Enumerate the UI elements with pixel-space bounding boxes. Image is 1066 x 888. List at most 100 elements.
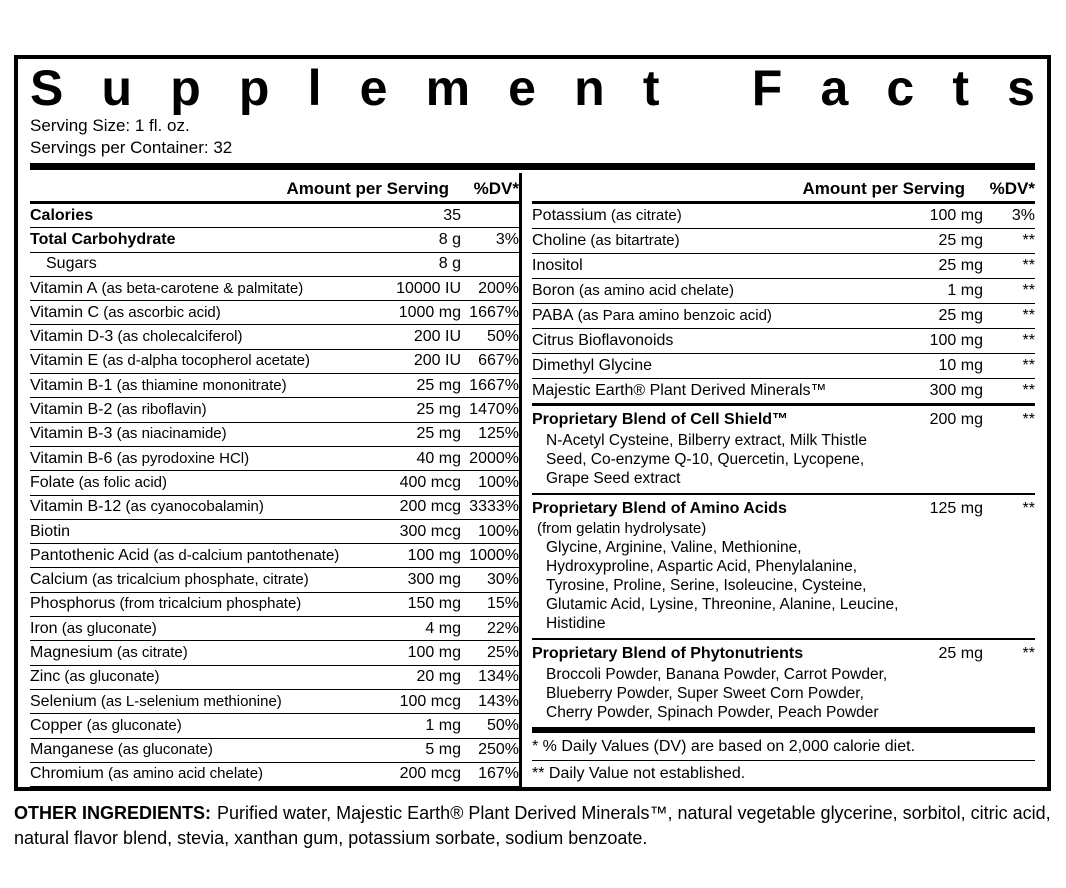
right-column-header: Amount per Serving %DV*	[532, 173, 1035, 204]
serving-size-line: Serving Size: 1 fl. oz.	[30, 116, 190, 135]
nutrient-amount: 8 g	[438, 255, 461, 273]
other-ingredients-label: OTHER INGREDIENTS:	[14, 803, 212, 823]
nutrient-row: Zinc (as gluconate) 20 mg 134%	[30, 666, 519, 690]
nutrient-row: PABA (as Para amino benzoic acid) 25 mg **	[532, 304, 1035, 329]
nutrient-row: Selenium (as L-selenium methionine) 100 m…	[30, 690, 519, 715]
title-letter: p	[238, 61, 270, 115]
nutrient-row: Chromium (as amino acid chelate) 200 mcg 1…	[30, 763, 519, 788]
nutrient-row: Magnesium (as citrate) 100 mg 25%	[30, 641, 519, 666]
nutrient-amount: 25 mg	[938, 307, 983, 324]
servings-per-container-line: Servings per Container: 32	[30, 138, 233, 157]
blend-name: Proprietary Blend of Cell Shield™	[532, 411, 789, 428]
proprietary-blend-section: Proprietary Blend of Phytonutrients 25 mg…	[532, 638, 1035, 727]
nutrient-amount: 1 mg	[425, 716, 461, 734]
nutrient-name: Vitamin C (as ascorbic acid)	[30, 303, 221, 321]
nutrient-detail: (as cholecalciferol)	[113, 328, 243, 346]
title-letter: F	[751, 61, 783, 115]
nutrient-dv: 1667%	[469, 303, 519, 321]
nutrient-row: Iron (as gluconate) 4 mg 22%	[30, 617, 519, 642]
nutrient-amount: 200 IU	[413, 352, 461, 370]
nutrient-detail: (as L-selenium methionine)	[96, 692, 282, 710]
nutrient-amount: 25 mg	[416, 376, 461, 394]
nutrient-dv: **	[1022, 257, 1035, 274]
title-letter: u	[101, 61, 133, 115]
nutrient-dv: 125%	[478, 425, 519, 443]
nutrient-detail: (as riboflavin)	[112, 401, 207, 419]
nutrient-amount: 100 mcg	[399, 692, 461, 710]
nutrient-detail: (as gluconate)	[57, 619, 157, 637]
blend-name: Proprietary Blend of Phytonutrients	[532, 645, 804, 662]
nutrient-name: Selenium (as L-selenium methionine)	[30, 692, 282, 710]
nutrient-amount: 150 mg	[407, 595, 461, 613]
nutrient-name: Dimethyl Glycine	[532, 357, 653, 374]
nutrient-amount: 10000 IU	[396, 279, 461, 297]
nutrient-name: Zinc (as gluconate)	[30, 668, 160, 686]
nutrient-name: Iron (as gluconate)	[30, 619, 157, 637]
nutrient-dv: **	[1022, 332, 1035, 349]
nutrient-detail: (as bitartrate)	[586, 232, 680, 249]
blend-name: Proprietary Blend of Amino Acids	[532, 500, 787, 517]
nutrient-detail: (as cyanocobalamin)	[121, 498, 264, 516]
nutrient-amount: 8 g	[438, 230, 461, 248]
nutrient-name: Vitamin B-2 (as riboflavin)	[30, 401, 207, 419]
nutrient-detail: (as beta-carotene & palmitate)	[97, 279, 304, 297]
nutrient-amount: 100 mg	[929, 332, 983, 349]
right-rows: Potassium (as citrate) 100 mg 3% Choline (a…	[532, 204, 1035, 404]
dv-header: %DV*	[473, 179, 519, 198]
nutrient-amount: 25 mg	[938, 257, 983, 274]
nutrient-row: Vitamin B-12 (as cyanocobalamin) 200 mcg 3…	[30, 496, 519, 520]
nutrient-name: Chromium (as amino acid chelate)	[30, 765, 264, 783]
nutrient-amount: 25 mg	[416, 401, 461, 419]
nutrient-amount: 100 mg	[929, 207, 983, 224]
nutrient-detail: (as d-calcium pantothenate)	[149, 546, 340, 564]
nutrient-row: Sugars 8 g	[30, 253, 519, 277]
title-letter: p	[170, 61, 201, 115]
nutrient-row: Folate (as folic acid) 400 mcg 100%	[30, 471, 519, 496]
nutrient-amount: 25 mg	[416, 425, 461, 443]
nutrient-row: Choline (as bitartrate) 25 mg **	[532, 229, 1035, 254]
title-letter: t	[952, 61, 969, 115]
nutrient-amount: 20 mg	[416, 668, 461, 686]
footnote: ** Daily Value not established.	[532, 765, 746, 782]
nutrient-amount: 200 mcg	[399, 498, 461, 516]
title-letter: e	[359, 61, 388, 115]
nutrient-name: Vitamin B-1 (as thiamine mononitrate)	[30, 376, 287, 394]
blend-ingredients: Broccoli Powder, Banana Powder, Carrot P…	[546, 666, 888, 721]
nutrient-dv: 3%	[495, 230, 519, 248]
nutrient-name: Boron (as amino acid chelate)	[532, 282, 734, 299]
nutrient-dv: 1667%	[469, 376, 519, 394]
nutrient-dv: **	[1022, 382, 1035, 399]
nutrient-dv: 250%	[478, 741, 519, 759]
footnote-divider-bar	[532, 727, 1035, 733]
nutrient-name: Vitamin B-3 (as niacinamide)	[30, 425, 227, 443]
nutrient-name: Potassium (as citrate)	[532, 207, 682, 224]
nutrient-name: Manganese (as gluconate)	[30, 741, 213, 759]
nutrient-detail: (as d-alpha tocopherol acetate)	[98, 352, 310, 370]
nutrient-row: Potassium (as citrate) 100 mg 3%	[532, 204, 1035, 229]
title-letter: c	[886, 61, 915, 115]
nutrient-name: Citrus Bioflavonoids	[532, 332, 674, 349]
dv-header: %DV*	[989, 179, 1035, 198]
nutrient-dv: **	[1022, 357, 1035, 374]
nutrient-amount: 200 mcg	[399, 765, 461, 783]
nutrient-amount: 10 mg	[938, 357, 983, 374]
nutrient-dv: 667%	[478, 352, 519, 370]
other-ingredients-text: Purified water, Majestic Earth® Plant De…	[14, 803, 1051, 848]
nutrient-dv: 3333%	[469, 498, 519, 516]
nutrient-row: Vitamin B-6 (as pyrodoxine HCl) 40 mg 2000…	[30, 447, 519, 472]
nutrient-dv: 1000%	[469, 546, 519, 564]
nutrient-name: Vitamin B-12 (as cyanocobalamin)	[30, 498, 264, 516]
title-letter: e	[508, 61, 536, 115]
facts-columns: Amount per Serving %DV* Calories 35 Total …	[30, 173, 1035, 788]
nutrient-dv: 134%	[478, 668, 519, 686]
title-letter: m	[425, 61, 471, 115]
nutrient-detail: (as niacinamide)	[112, 425, 227, 443]
blend-heading-row: Proprietary Blend of Amino Acids 125 mg **	[532, 498, 1035, 520]
nutrient-row: Phosphorus (from tricalcium phosphate) 15…	[30, 593, 519, 618]
nutrient-dv: 100%	[478, 522, 519, 540]
header-divider-bar	[30, 163, 1035, 170]
nutrient-dv: **	[1022, 307, 1035, 324]
nutrient-dv: 100%	[478, 473, 519, 491]
nutrient-name: Pantothenic Acid (as d-calcium pantothen…	[30, 546, 340, 564]
